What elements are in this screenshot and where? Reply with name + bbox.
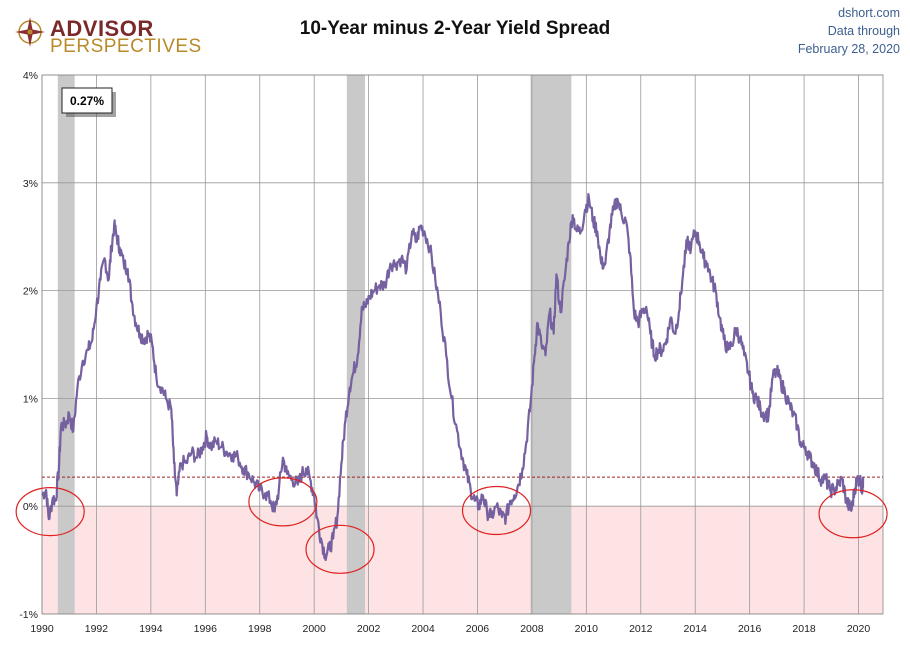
x-tick-label: 1992 — [85, 623, 109, 635]
negative-zone — [42, 506, 883, 614]
x-tick-label: 2012 — [629, 623, 653, 635]
compass-star-icon — [15, 17, 45, 47]
spread-line — [41, 193, 865, 562]
y-tick-label: 3% — [23, 178, 38, 190]
x-tick-label: 1994 — [139, 623, 163, 635]
chart-title: 10-Year minus 2-Year Yield Spread — [299, 18, 611, 39]
advisor-perspectives-logo: ADVISOR PERSPECTIVES — [14, 14, 201, 58]
recession-band — [346, 75, 366, 614]
x-tick-label: 2018 — [792, 623, 816, 635]
x-tick-label: 2002 — [357, 623, 381, 635]
plot-frame — [41, 74, 884, 615]
x-tick-label: 1990 — [30, 623, 54, 635]
callout-value: 0.27% — [70, 94, 104, 108]
source-site: dshort.com — [838, 6, 900, 20]
y-tick-label: -1% — [19, 609, 38, 621]
source-data-through: Data through — [827, 24, 900, 38]
inversion-circle — [15, 486, 85, 537]
x-tick-label: 2006 — [466, 623, 490, 635]
last-value-callout: 0.27% — [61, 87, 116, 117]
x-tick-label: 1996 — [194, 623, 218, 635]
recession-band — [57, 75, 75, 614]
y-tick-label: 2% — [23, 286, 38, 298]
inversion-circle — [461, 485, 532, 536]
logo-line-1: ADVISOR — [50, 16, 154, 41]
logo-line-2: PERSPECTIVES — [50, 36, 202, 57]
y-tick-label: 4% — [23, 70, 38, 82]
inversion-circle — [248, 477, 318, 527]
x-tick-label: 2020 — [847, 623, 871, 635]
x-tick-label: 2000 — [302, 623, 326, 635]
x-tick-label: 2004 — [411, 623, 435, 635]
x-tick-label: 2016 — [738, 623, 762, 635]
recession-band — [530, 75, 572, 614]
y-tick-label: 1% — [23, 393, 38, 405]
x-tick-label: 2008 — [520, 623, 544, 635]
x-tick-label: 2010 — [575, 623, 599, 635]
inversion-circle — [818, 489, 888, 539]
source-info: dshort.com Data through February 28, 202… — [798, 4, 900, 58]
x-tick-label: 1998 — [248, 623, 272, 635]
source-date: February 28, 2020 — [797, 42, 900, 56]
x-tick-label: 2014 — [684, 623, 708, 635]
y-tick-label: 0% — [23, 501, 38, 513]
inversion-circle — [305, 524, 375, 574]
